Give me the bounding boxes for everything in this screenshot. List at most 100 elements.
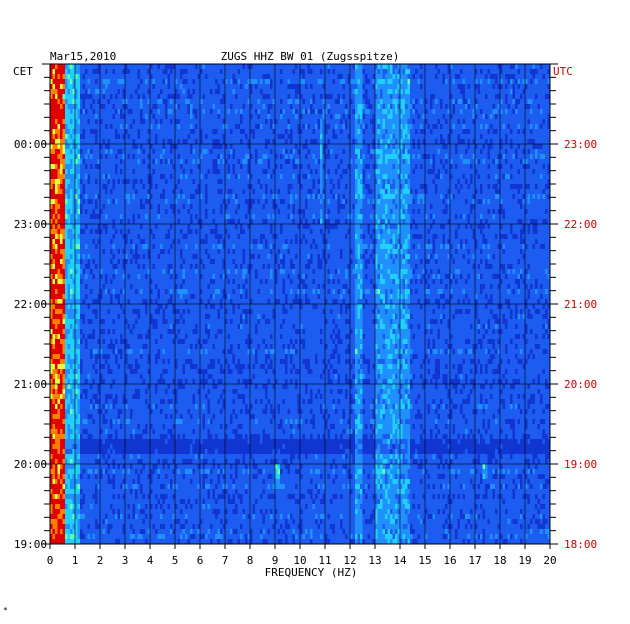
- heatmap-cell: [192, 109, 196, 115]
- heatmap-cell: [255, 179, 258, 185]
- heatmap-cell: [127, 74, 131, 80]
- heatmap-cell: [352, 159, 356, 165]
- heatmap-cell: [327, 164, 331, 170]
- heatmap-cell: [470, 159, 473, 165]
- heatmap-cell: [370, 114, 373, 120]
- heatmap-cell: [362, 169, 366, 175]
- heatmap-cell: [390, 69, 393, 75]
- heatmap-cell: [270, 184, 273, 190]
- heatmap-cell: [82, 74, 86, 80]
- heatmap-cell: [487, 179, 491, 185]
- heatmap-cell: [527, 169, 531, 175]
- heatmap-cell: [495, 79, 498, 85]
- heatmap-cell: [437, 74, 441, 80]
- heatmap-cell: [115, 64, 118, 70]
- heatmap-cell: [192, 134, 196, 140]
- heatmap-cell: [360, 134, 363, 140]
- heatmap-cell: [470, 64, 473, 70]
- heatmap-cell: [167, 119, 171, 125]
- heatmap-cell: [142, 144, 146, 150]
- heatmap-cell: [395, 169, 398, 175]
- heatmap-cell: [397, 124, 401, 130]
- heatmap-cell: [525, 104, 528, 110]
- heatmap-cell: [210, 159, 213, 165]
- heatmap-cell: [545, 114, 548, 120]
- heatmap-cell: [315, 159, 318, 165]
- heatmap-cell: [62, 114, 66, 120]
- heatmap-cell: [87, 159, 91, 165]
- heatmap-cell: [422, 149, 426, 155]
- heatmap-cell: [485, 69, 488, 75]
- heatmap-cell: [410, 174, 413, 180]
- heatmap-cell: [185, 119, 188, 125]
- heatmap-cell: [507, 129, 511, 135]
- heatmap-cell: [252, 179, 256, 185]
- heatmap-cell: [402, 79, 406, 85]
- heatmap-cell: [122, 124, 126, 130]
- heatmap-cell: [495, 74, 498, 80]
- heatmap-cell: [295, 129, 298, 135]
- heatmap-cell: [135, 164, 138, 170]
- heatmap-cell: [450, 139, 453, 145]
- heatmap-cell: [310, 124, 313, 130]
- heatmap-cell: [180, 179, 183, 185]
- heatmap-cell: [427, 124, 431, 130]
- heatmap-cell: [235, 94, 238, 100]
- heatmap-cell: [375, 114, 378, 120]
- heatmap-cell: [540, 139, 543, 145]
- heatmap-cell: [107, 139, 111, 145]
- heatmap-cell: [267, 159, 271, 165]
- heatmap-cell: [365, 149, 368, 155]
- heatmap-cell: [457, 169, 461, 175]
- heatmap-cell: [542, 164, 546, 170]
- heatmap-cell: [95, 149, 98, 155]
- heatmap-cell: [60, 169, 63, 175]
- heatmap-cell: [417, 64, 421, 70]
- heatmap-cell: [472, 94, 476, 100]
- heatmap-cell: [425, 169, 428, 175]
- heatmap-cell: [155, 74, 158, 80]
- heatmap-cell: [525, 134, 528, 140]
- heatmap-cell: [480, 64, 483, 70]
- heatmap-cell: [332, 74, 336, 80]
- heatmap-cell: [197, 129, 201, 135]
- heatmap-cell: [425, 119, 428, 125]
- heatmap-cell: [117, 109, 121, 115]
- heatmap-cell: [287, 109, 291, 115]
- heatmap-cell: [212, 184, 216, 190]
- heatmap-cell: [317, 149, 321, 155]
- heatmap-cell: [470, 79, 473, 85]
- heatmap-cell: [512, 169, 516, 175]
- heatmap-cell: [402, 119, 406, 125]
- heatmap-cell: [432, 69, 436, 75]
- heatmap-cell: [460, 169, 463, 175]
- heatmap-cell: [95, 114, 98, 120]
- heatmap-cell: [307, 79, 311, 85]
- heatmap-cell: [65, 94, 68, 100]
- heatmap-cell: [400, 109, 403, 115]
- heatmap-cell: [300, 159, 303, 165]
- heatmap-cell: [260, 174, 263, 180]
- heatmap-cell: [465, 114, 468, 120]
- heatmap-cell: [297, 169, 301, 175]
- heatmap-cell: [507, 154, 511, 160]
- heatmap-cell: [150, 144, 153, 150]
- heatmap-cell: [77, 119, 81, 125]
- heatmap-cell: [287, 159, 291, 165]
- heatmap-cell: [487, 104, 491, 110]
- heatmap-cell: [327, 139, 331, 145]
- heatmap-cell: [330, 169, 333, 175]
- heatmap-cell: [515, 139, 518, 145]
- heatmap-cell: [462, 119, 466, 125]
- heatmap-cell: [437, 159, 441, 165]
- heatmap-cell: [432, 119, 436, 125]
- heatmap-cell: [100, 184, 103, 190]
- heatmap-cell: [62, 144, 66, 150]
- heatmap-cell: [485, 134, 488, 140]
- heatmap-cell: [492, 139, 496, 145]
- heatmap-cell: [155, 64, 158, 70]
- heatmap-cell: [420, 164, 423, 170]
- heatmap-cell: [242, 149, 246, 155]
- heatmap-cell: [415, 69, 418, 75]
- heatmap-cell: [500, 154, 503, 160]
